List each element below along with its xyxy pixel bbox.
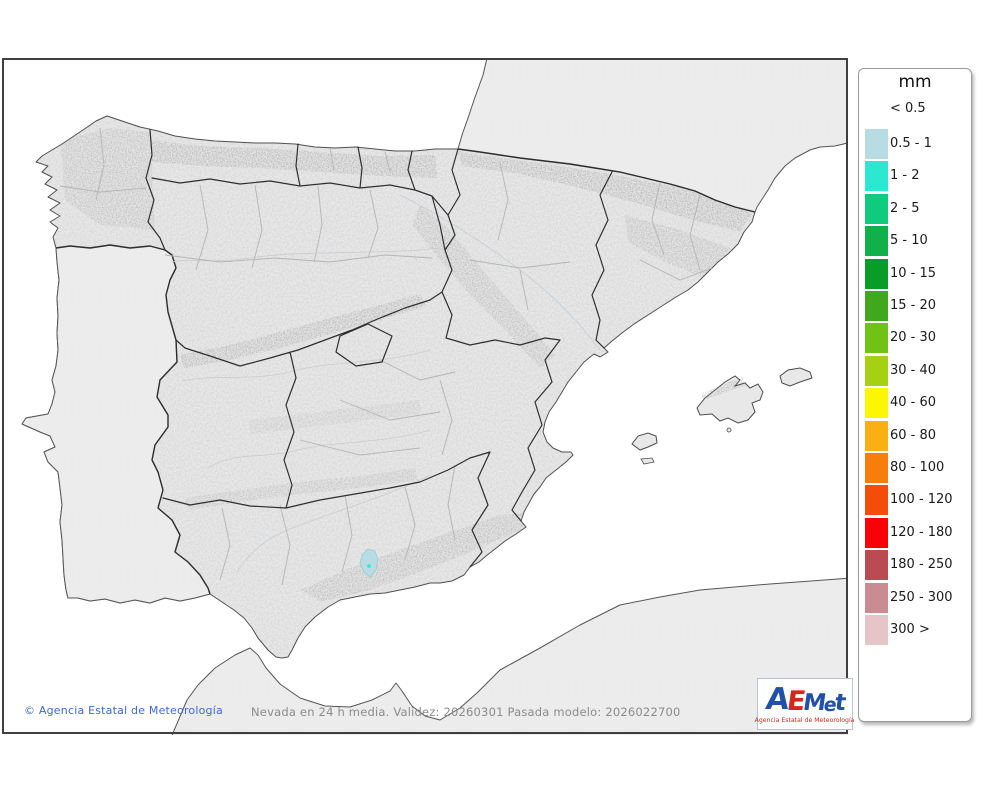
legend-swatch: [865, 129, 888, 159]
legend-row: 40 - 60: [859, 388, 971, 418]
legend-row: 1 - 2: [859, 161, 971, 191]
legend-swatch: [865, 583, 888, 613]
legend-label: 60 - 80: [890, 428, 937, 443]
legend-swatch: [865, 518, 888, 548]
legend-row: 80 - 100: [859, 453, 971, 483]
legend-row: 30 - 40: [859, 356, 971, 386]
snowfall-patch: [359, 548, 379, 578]
legend-row: 100 - 120: [859, 485, 971, 515]
legend-swatch: [865, 453, 888, 483]
balearic-islands: [631, 367, 813, 465]
aemet-logo-letter: M: [801, 689, 826, 716]
legend-title: mm: [898, 72, 932, 92]
legend-label: 300 >: [890, 622, 930, 637]
legend-row: 180 - 250: [859, 550, 971, 580]
map-border: [2, 58, 848, 734]
legend-label: 30 - 40: [890, 363, 937, 378]
snowfall-core-dot: [367, 564, 371, 568]
province-borders: [59, 127, 713, 586]
legend-label: 40 - 60: [890, 395, 937, 410]
africa-region: [171, 577, 848, 735]
legend-row: 5 - 10: [859, 226, 971, 256]
legend-swatch: [865, 615, 888, 645]
legend-swatch: [865, 485, 888, 515]
legend-label: 100 - 120: [890, 492, 953, 507]
legend-swatch: [865, 388, 888, 418]
legend-label: 20 - 30: [890, 330, 937, 345]
legend-open-label: < 0.5: [890, 101, 926, 116]
legend-swatch: [865, 226, 888, 256]
legend-panel: mm < 0.5 0.5 - 1 1 - 2 2 - 5 5 - 10 10 - 15 1…: [858, 68, 972, 722]
legend-swatch: [865, 194, 888, 224]
legend-row: 0.5 - 1: [859, 129, 971, 159]
copyright-text: © Agencia Estatal de Meteorología: [24, 704, 223, 717]
legend-label: 2 - 5: [890, 201, 920, 216]
cabrera-island: [726, 427, 732, 433]
menorca-island: [779, 367, 813, 387]
legend-swatch: [865, 291, 888, 321]
legend-row: 300 >: [859, 615, 971, 645]
ibiza-island: [631, 432, 658, 451]
formentera-island: [640, 457, 655, 465]
legend-label: 80 - 100: [890, 460, 945, 475]
legend-label: 10 - 15: [890, 266, 937, 281]
legend-label: 180 - 250: [890, 557, 953, 572]
legend-label: 15 - 20: [890, 298, 937, 313]
legend-row: 10 - 15: [859, 259, 971, 289]
legend-swatch: [865, 421, 888, 451]
legend-row: 2 - 5: [859, 194, 971, 224]
rivers: [171, 194, 601, 573]
legend-row: 20 - 30: [859, 323, 971, 353]
legend-row: 15 - 20: [859, 291, 971, 321]
aemet-logo-subtitle: Agencia Estatal de Meteorología: [755, 715, 855, 724]
community-borders: [145, 129, 613, 568]
iberia-snowfall-map: [2, 58, 848, 735]
legend-row: 250 - 300: [859, 583, 971, 613]
legend-swatch: [865, 259, 888, 289]
map-frame: [2, 58, 848, 735]
status-text: Nevada en 24 h media. Validez: 20260301 …: [251, 705, 681, 719]
legend-label: 5 - 10: [890, 233, 928, 248]
spain-france-border: [457, 148, 756, 213]
legend-label: 250 - 300: [890, 590, 953, 605]
legend-label: 0.5 - 1: [890, 136, 932, 151]
legend-swatch: [865, 161, 888, 191]
mallorca-island: [696, 375, 764, 424]
spain-portugal-border: [55, 244, 211, 595]
legend-row: 60 - 80: [859, 421, 971, 451]
legend-swatch: [865, 356, 888, 386]
legend-label: 1 - 2: [890, 168, 920, 183]
legend-swatch: [865, 550, 888, 580]
legend-swatch: [865, 323, 888, 353]
legend-row: 120 - 180: [859, 518, 971, 548]
legend-label: 120 - 180: [890, 525, 953, 540]
